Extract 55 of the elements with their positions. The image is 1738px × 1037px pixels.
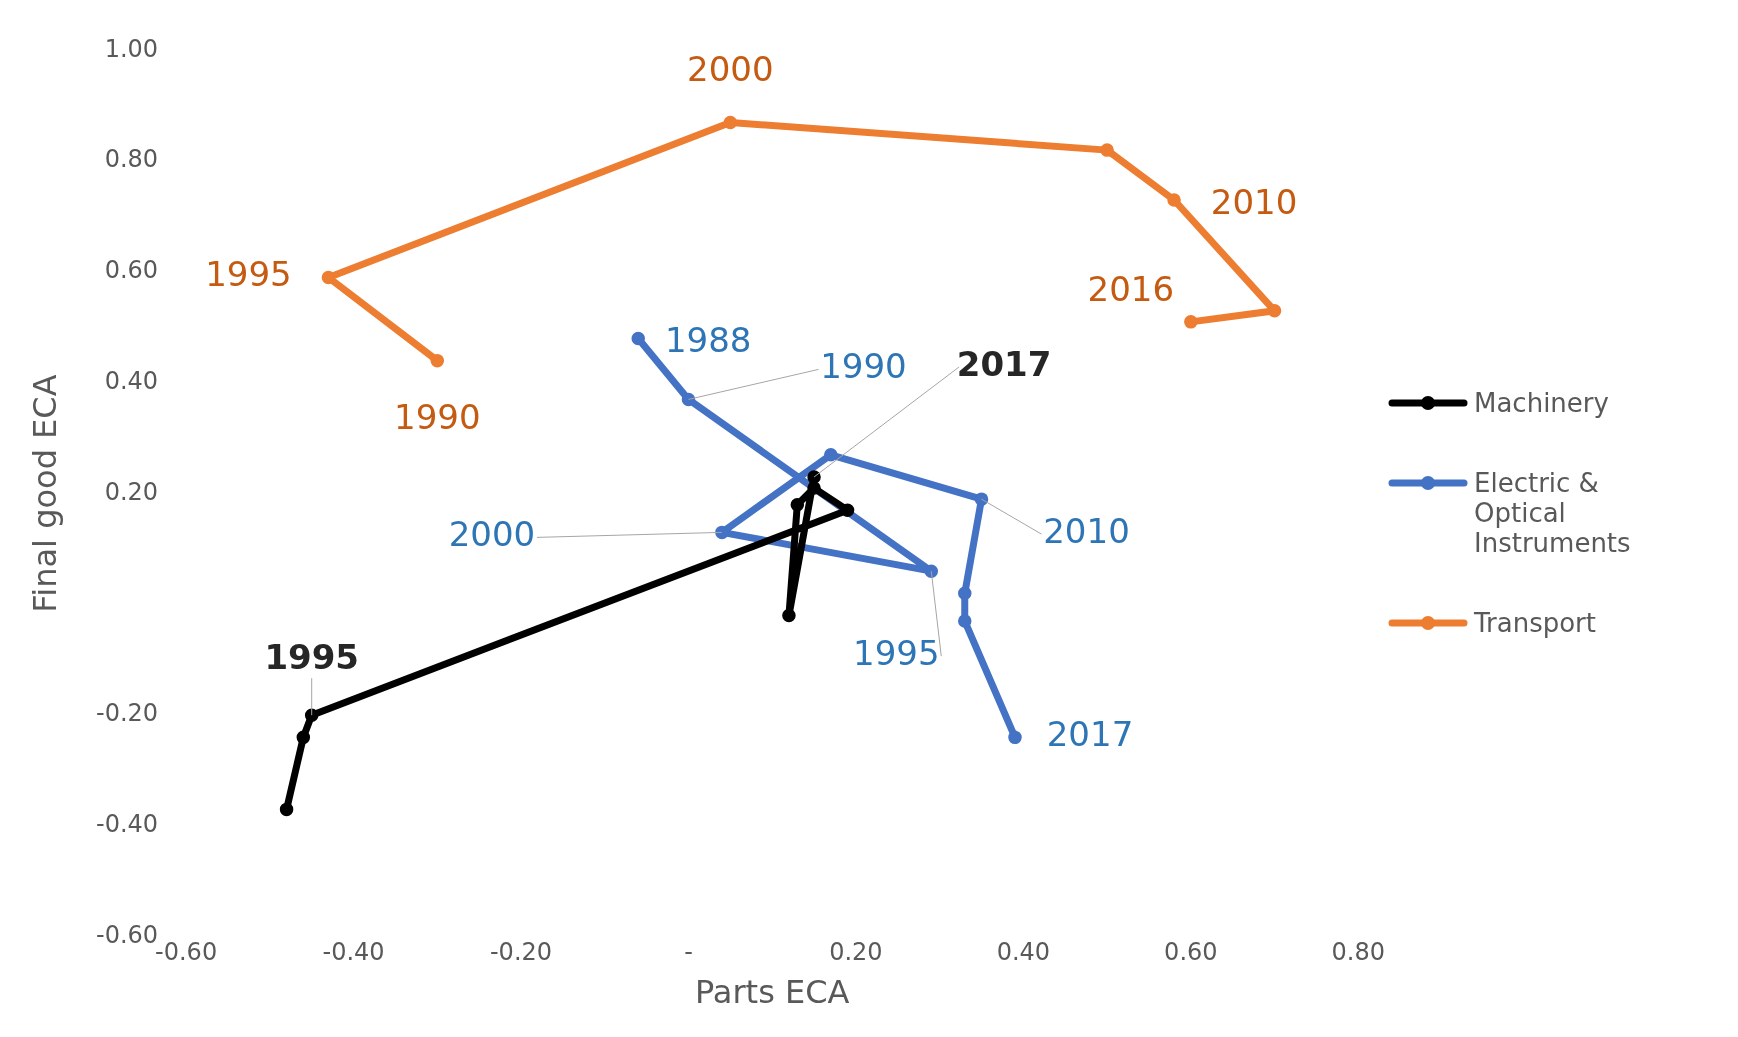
x-tick-label: -0.20	[489, 938, 553, 967]
point	[807, 481, 821, 495]
point	[631, 331, 645, 346]
x-tick-label: -0.40	[322, 938, 385, 967]
point	[681, 392, 696, 407]
point	[715, 525, 729, 540]
annotation: 1995	[205, 254, 292, 295]
point	[782, 608, 796, 623]
legend-label: Electric & Optical Instruments	[1474, 468, 1632, 558]
y-tick-label: -0.20	[95, 699, 159, 728]
annotation: 1990	[820, 346, 907, 387]
point	[958, 614, 972, 628]
annotation: 2000	[687, 49, 774, 90]
point	[296, 730, 311, 745]
point	[1267, 304, 1282, 318]
point	[924, 564, 939, 578]
point	[279, 802, 294, 817]
x-tick-label: -0.60	[155, 938, 218, 967]
y-axis-title: Final good ECA	[26, 374, 65, 613]
annotation: 2017	[1046, 714, 1134, 755]
annotation: 2010	[1210, 181, 1298, 222]
x-tick-label: 0.40	[996, 938, 1051, 967]
legend-label: Transport	[1474, 608, 1597, 638]
point	[790, 497, 805, 512]
point	[1100, 143, 1114, 157]
x-tick-label: -	[684, 938, 693, 967]
point	[974, 492, 989, 506]
point	[1167, 193, 1181, 207]
y-tick-label: 0.40	[104, 367, 159, 396]
point	[304, 708, 319, 722]
x-tick-label: 0.80	[1331, 938, 1385, 967]
point	[1184, 315, 1198, 329]
annotation: 2000	[448, 514, 536, 555]
legend-label: Machinery	[1474, 388, 1609, 418]
point	[430, 353, 445, 368]
annotation: 2016	[1087, 268, 1175, 309]
y-tick-label: 0.60	[104, 256, 159, 285]
x-axis-title: Parts ECA	[694, 973, 850, 1012]
x-tick-label: 0.60	[1164, 938, 1218, 967]
y-tick-label: 1.00	[104, 34, 159, 63]
y-tick-label: 0.20	[104, 477, 159, 506]
y-tick-label: -0.40	[95, 810, 159, 839]
point	[958, 586, 972, 601]
x-tick-label: 0.20	[829, 938, 883, 967]
annotation: 1988	[664, 320, 752, 361]
annotation: 2010	[1043, 510, 1130, 551]
point	[807, 470, 821, 484]
point	[1008, 730, 1022, 745]
annotation: 2017	[956, 343, 1052, 384]
point	[723, 115, 738, 130]
y-tick-label: 0.80	[104, 145, 159, 174]
point	[824, 448, 838, 462]
annotation: 1995	[264, 637, 360, 678]
annotation: 1990	[394, 397, 481, 438]
annotation: 1995	[853, 632, 940, 673]
